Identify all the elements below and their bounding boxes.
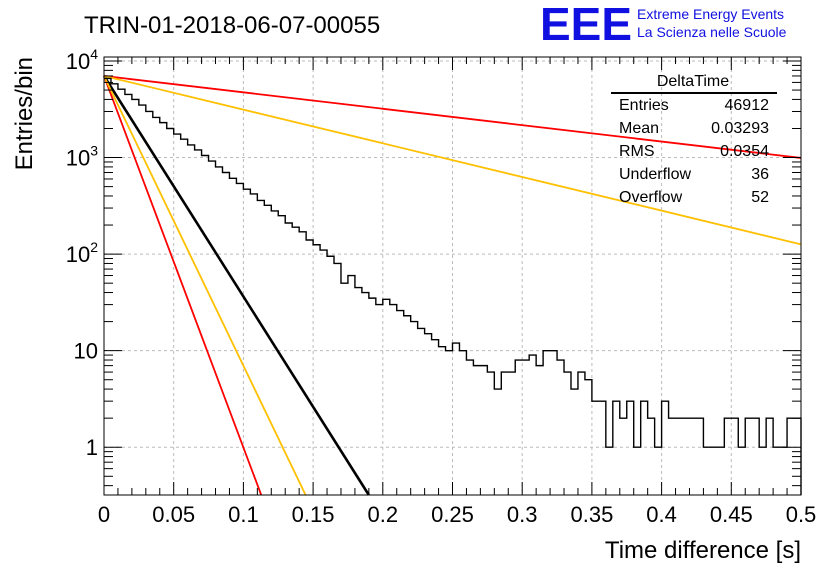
x-tick-label: 0.3 <box>507 502 538 527</box>
stats-value-mean: 0.03293 <box>711 120 769 137</box>
y-tick-label: 10 <box>74 339 98 364</box>
chart-title: TRIN-01-2018-06-07-00055 <box>84 12 380 39</box>
y-tick-labels: 1 10 102 103 104 <box>66 46 98 460</box>
stats-value-entries: 46912 <box>725 97 770 114</box>
grid <box>104 57 801 495</box>
fit-line <box>103 75 802 246</box>
stats-label-underflow: Underflow <box>619 166 691 183</box>
fit-curves <box>102 75 802 496</box>
x-tick-label: 0.15 <box>292 502 335 527</box>
stats-value-rms: 0.0354 <box>720 143 769 160</box>
x-tick-label: 0.1 <box>228 502 259 527</box>
stats-label-mean: Mean <box>619 120 659 137</box>
x-tick-label: 0.5 <box>786 502 817 527</box>
stats-label-entries: Entries <box>619 97 669 114</box>
logo-line2: La Scienza nelle Scuole <box>637 24 787 40</box>
x-tick-label: 0 <box>98 502 110 527</box>
y-axis-label: Entries/bin <box>11 57 38 170</box>
y-tick-label: 104 <box>66 46 98 74</box>
fit-line <box>103 75 802 159</box>
x-tick-label: 0.25 <box>431 502 474 527</box>
fit-line <box>103 75 263 496</box>
x-tick-label: 0.4 <box>646 502 677 527</box>
y-tick-label: 103 <box>66 143 98 171</box>
x-tick-label: 0.2 <box>368 502 399 527</box>
x-tick-label: 0.35 <box>570 502 613 527</box>
logo-letters: EEE <box>540 0 632 50</box>
stats-box: DeltaTime Entries 46912 Mean 0.03293 RMS… <box>611 73 777 206</box>
stats-label-overflow: Overflow <box>619 189 683 206</box>
histogram <box>104 77 802 495</box>
x-tick-label: 0.45 <box>710 502 753 527</box>
x-tick-label: 0.05 <box>152 502 195 527</box>
stats-value-overflow: 52 <box>751 189 769 206</box>
axis-ticks <box>103 57 802 495</box>
fit-line <box>102 75 370 496</box>
x-axis-label: Time difference [s] <box>605 537 801 564</box>
stats-value-underflow: 36 <box>751 166 769 183</box>
logo-line1: Extreme Energy Events <box>637 6 784 22</box>
y-tick-label: 102 <box>66 239 98 267</box>
y-tick-label: 1 <box>86 435 98 460</box>
stats-label-rms: RMS <box>619 143 655 160</box>
x-tick-labels: 0 0.05 0.1 0.15 0.2 0.25 0.3 0.35 0.4 0.45 0.5 <box>98 502 816 527</box>
stats-name: DeltaTime <box>657 73 729 90</box>
fit-line <box>103 75 307 496</box>
eee-logo: EEE Extreme Energy Events La Scienza nel… <box>540 0 787 50</box>
